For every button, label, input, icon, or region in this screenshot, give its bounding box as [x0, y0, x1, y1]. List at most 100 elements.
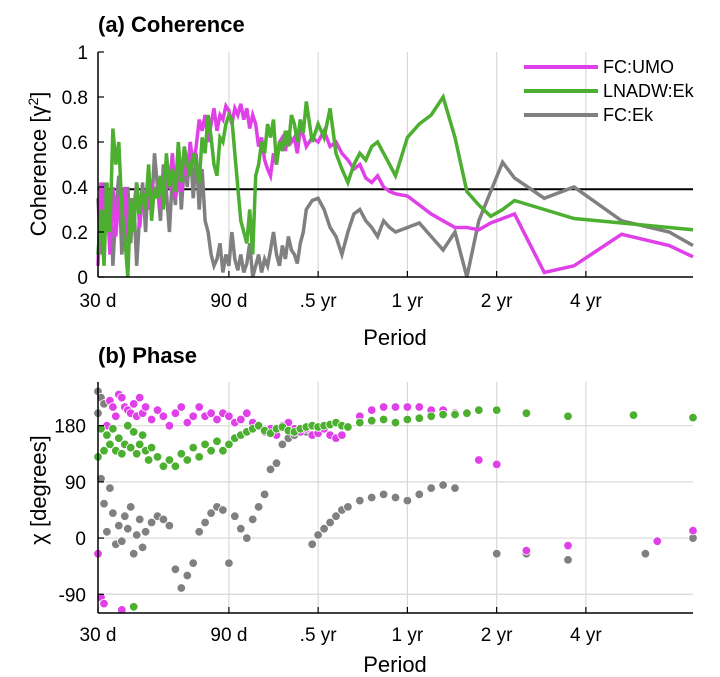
phase-point-lnadw-ek [188, 442, 198, 453]
phase-point-lnadw-ek [128, 427, 139, 437]
coherence-x-tick-label: 30 d [80, 291, 117, 312]
coherence-y-axis-label: Coherence [γ2] [25, 92, 51, 237]
phase-point-fc-ek [247, 514, 258, 525]
legend-label-fc-ek: FC:Ek [603, 105, 654, 125]
phase-point-lnadw-ek [131, 449, 142, 459]
phase-point-lnadw-ek [462, 408, 472, 418]
phase-point-fc-umo [337, 430, 347, 440]
phase-x-tick-label: 1 yr [392, 625, 424, 646]
phase-point-lnadw-ek [123, 421, 133, 431]
phase-point-fc-ek [218, 505, 228, 515]
phase-point-lnadw-ek [102, 430, 112, 440]
phase-point-lnadw-ek [343, 422, 353, 432]
phase-point-fc-ek [313, 530, 323, 540]
phase-point-fc-umo [521, 545, 532, 556]
coherence-x-ticks: 30 d 90 d .5 yr 1 yr 2 yr 4 yr [80, 271, 602, 312]
phase-point-fc-umo [242, 408, 252, 418]
phase-point-lnadw-ek [253, 421, 264, 431]
phase-point-fc-ek [367, 492, 377, 503]
phase-point-lnadw-ek [105, 439, 115, 450]
phase-x-axis-label: Period [363, 652, 427, 677]
phase-point-fc-umo [117, 392, 127, 403]
phase-point-fc-ek [176, 583, 187, 593]
phase-point-fc-umo [176, 402, 187, 412]
phase-point-fc-ek [438, 480, 448, 490]
phase-point-fc-ek [188, 558, 198, 568]
phase-point-lnadw-ek [152, 452, 163, 462]
phase-y-axis-label: χ [degrees] [26, 435, 51, 544]
phase-point-fc-umo [414, 402, 425, 412]
phase-panel: (b) Phase χ [degrees] Period 30 d 90 d .5 … [26, 343, 698, 677]
phase-point-fc-umo [474, 455, 484, 465]
phase-point-fc-umo [378, 402, 389, 412]
phase-point-fc-ek [355, 495, 365, 506]
phase-point-lnadw-ek [146, 442, 157, 453]
coherence-x-axis-label: Period [363, 325, 427, 350]
phase-point-fc-ek [164, 520, 175, 531]
phase-y-tick-label: -90 [59, 585, 86, 606]
phase-point-fc-ek [242, 533, 252, 543]
phase-point-fc-ek [99, 499, 109, 509]
phase-point-lnadw-ek [158, 461, 169, 472]
phase-point-fc-ek [325, 517, 335, 528]
phase-point-fc-umo [367, 405, 377, 415]
phase-point-fc-umo [170, 408, 181, 418]
phase-point-lnadw-ek [164, 455, 175, 465]
phase-point-fc-umo [128, 399, 139, 409]
phase-point-fc-ek [271, 458, 282, 468]
phase-points-group [93, 386, 698, 615]
phase-point-fc-ek [259, 489, 270, 500]
phase-point-fc-umo [492, 459, 502, 470]
phase-x-ticks: 30 d 90 d .5 yr 1 yr 2 yr 4 yr [80, 607, 602, 646]
phase-point-fc-umo [652, 536, 663, 546]
phase-point-fc-ek [343, 502, 353, 512]
phase-point-lnadw-ek [143, 455, 154, 465]
phase-x-tick-label: 4 yr [570, 625, 602, 646]
coherence-y-tick-label: 0.2 [62, 223, 88, 244]
phase-point-fc-ek [253, 502, 264, 512]
coherence-grid [228, 52, 587, 277]
phase-point-lnadw-ek [99, 446, 109, 456]
phase-x-tick-label: 90 d [210, 625, 247, 646]
phase-point-fc-ek [125, 502, 136, 512]
legend-label-lnadw-ek: LNADW:Ek [603, 81, 695, 101]
phase-point-lnadw-ek [414, 413, 425, 423]
phase-point-fc-ek [102, 527, 112, 537]
phase-point-fc-ek [307, 539, 317, 550]
phase-point-fc-ek [108, 508, 118, 518]
coherence-series-group [96, 92, 694, 278]
phase-point-fc-ek [158, 514, 169, 525]
phase-point-fc-ek [224, 558, 234, 568]
phase-point-fc-umo [224, 411, 234, 422]
phase-point-lnadw-ek [224, 439, 234, 450]
phase-point-fc-ek [134, 514, 145, 525]
phase-panel-title: (b) Phase [98, 343, 197, 368]
phase-y-tick-label: 90 [65, 473, 86, 494]
phase-x-tick-label: 30 d [80, 625, 117, 646]
phase-point-fc-umo [212, 414, 222, 425]
phase-x-tick-label: .5 yr [300, 625, 338, 646]
phase-point-fc-umo [152, 405, 163, 415]
phase-point-fc-umo [111, 411, 121, 422]
coherence-y-tick-label: 0.6 [62, 133, 88, 154]
phase-point-fc-ek [236, 524, 246, 534]
phase-point-lnadw-ek [128, 602, 139, 612]
phase-point-lnadw-ek [628, 410, 639, 420]
phase-point-lnadw-ek [438, 409, 448, 420]
phase-point-fc-umo [402, 402, 413, 412]
phase-point-fc-umo [158, 411, 169, 422]
phase-point-fc-ek [265, 464, 276, 475]
phase-point-fc-ek [200, 517, 210, 528]
phase-point-lnadw-ek [218, 446, 228, 456]
phase-point-lnadw-ek [450, 409, 460, 420]
phase-point-fc-ek [194, 527, 204, 537]
phase-point-fc-umo [688, 525, 698, 536]
phase-point-fc-ek [563, 555, 573, 565]
phase-point-fc-ek [120, 511, 130, 521]
phase-point-fc-ek [170, 564, 181, 575]
phase-point-fc-ek [414, 489, 425, 500]
phase-point-fc-umo [390, 402, 401, 412]
phase-point-lnadw-ek [108, 424, 118, 434]
phase-point-fc-ek [378, 489, 389, 500]
coherence-panel: (a) Coherence Coherence [γ2] Period 30 d… [25, 12, 695, 350]
